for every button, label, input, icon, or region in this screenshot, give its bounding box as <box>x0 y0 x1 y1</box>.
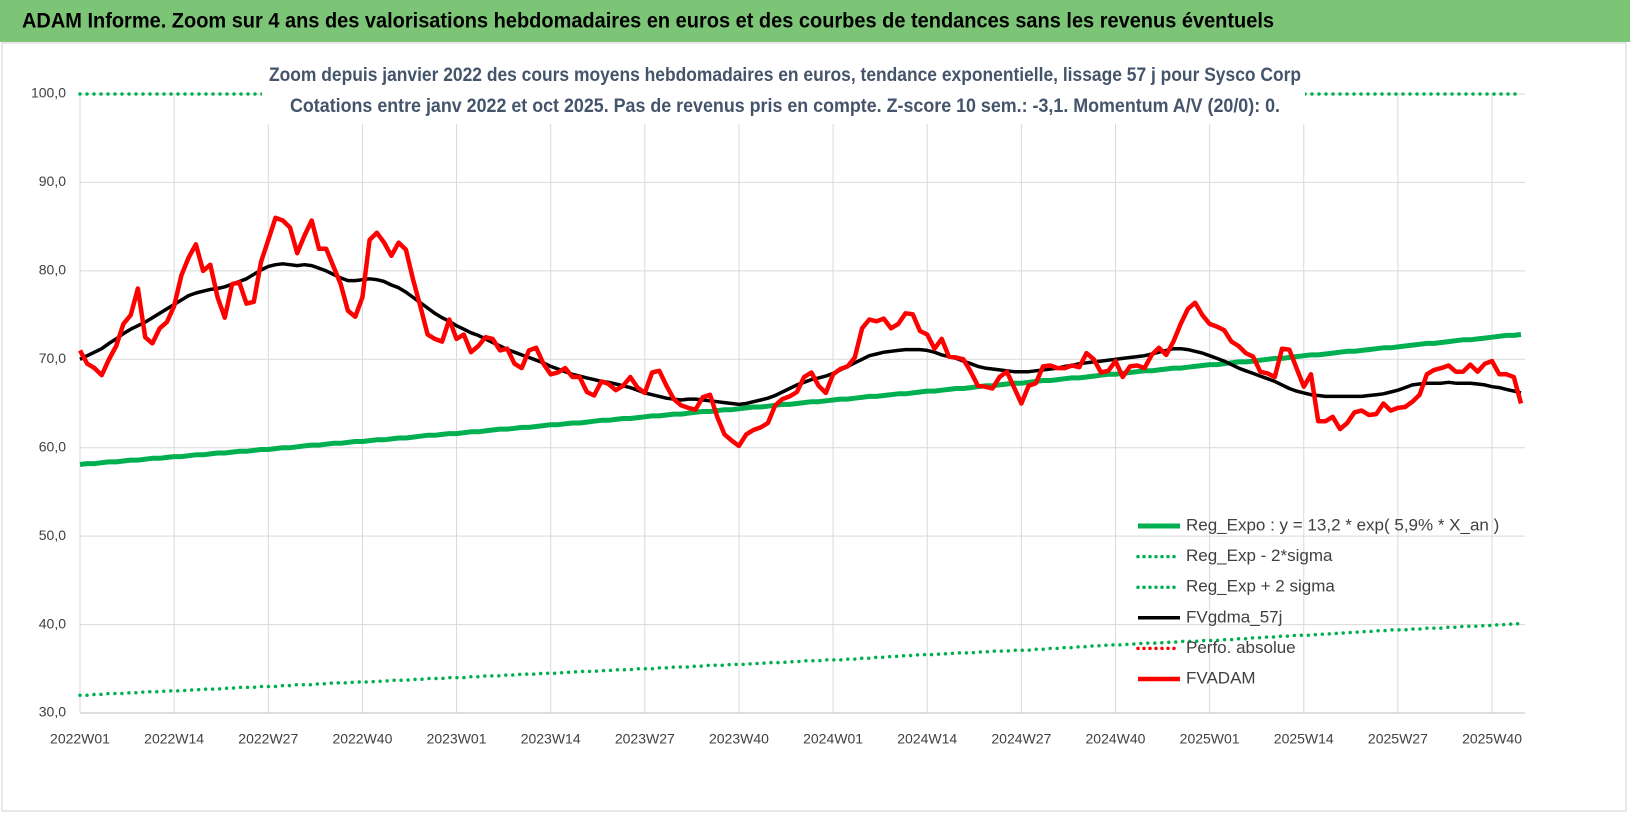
x-tick-label: 2023W27 <box>615 731 675 747</box>
x-tick-label: 2025W40 <box>1462 731 1522 747</box>
chart-frame <box>1 42 1627 812</box>
legend-label: Reg_Exp - 2*sigma <box>1186 546 1333 565</box>
legend-label: Reg_Expo : y = 13,2 * exp( 5,9% * X_an ) <box>1186 515 1499 534</box>
y-tick-label: 30,0 <box>39 704 66 720</box>
y-tick-label: 70,0 <box>39 350 66 366</box>
y-tick-label: 100,0 <box>31 85 66 101</box>
y-tick-label: 50,0 <box>39 527 66 543</box>
y-tick-label: 60,0 <box>39 438 66 454</box>
legend-label: FVgdma_57j <box>1186 607 1282 626</box>
x-tick-label: 2022W01 <box>50 731 110 747</box>
series-line <box>78 215 1524 449</box>
legend-label: FVADAM <box>1186 668 1256 687</box>
x-tick-label: 2024W40 <box>1086 731 1146 747</box>
x-tick-label: 2024W01 <box>803 731 863 747</box>
x-tick-label: 2022W40 <box>332 731 392 747</box>
x-tick-label: 2023W40 <box>709 731 769 747</box>
title-box <box>262 58 1305 124</box>
x-tick-label: 2022W27 <box>238 731 298 747</box>
chart-subtitle: Cotations entre janv 2022 et oct 2025. P… <box>290 96 1280 117</box>
y-tick-label: 40,0 <box>39 615 66 631</box>
y-tick-label: 90,0 <box>39 173 66 189</box>
x-tick-label: 2025W27 <box>1368 731 1428 747</box>
x-tick-label: 2025W01 <box>1180 731 1240 747</box>
header-title: ADAM Informe. Zoom sur 4 ans des valoris… <box>22 10 1274 33</box>
legend-label: Reg_Exp + 2 sigma <box>1186 577 1335 596</box>
plot: 30,0 40,0 50,0 60,0 70,0 80,0 90,0 100,0 2022W01… <box>31 85 1525 747</box>
y-tick-label: 80,0 <box>39 262 66 278</box>
x-tick-label: 2023W01 <box>427 731 487 747</box>
x-tick-label: 2022W14 <box>144 731 204 747</box>
legend: Reg_Expo : y = 13,2 * exp( 5,9% * X_an )… <box>1136 515 1499 687</box>
legend-label: Perfo. absolue <box>1186 638 1296 657</box>
x-tick-label: 2025W14 <box>1274 731 1334 747</box>
series-line <box>78 621 1523 698</box>
chart-title: Zoom depuis janvier 2022 des cours moyen… <box>269 65 1301 86</box>
x-tick-label: 2024W14 <box>897 731 957 747</box>
x-tick-label: 2023W14 <box>521 731 581 747</box>
x-tick-label: 2024W27 <box>991 731 1051 747</box>
header-bar <box>0 0 1630 42</box>
